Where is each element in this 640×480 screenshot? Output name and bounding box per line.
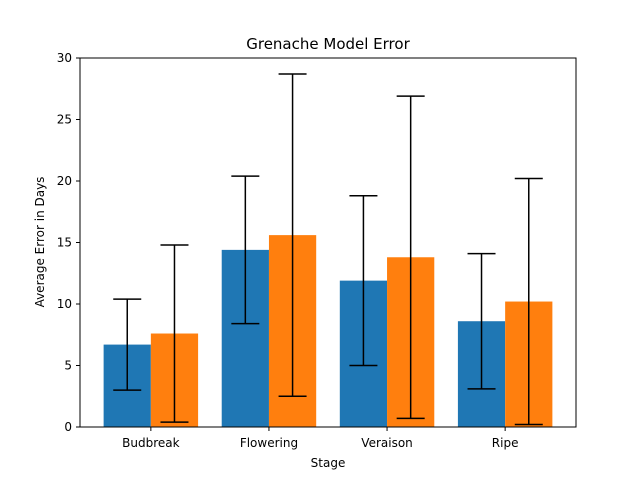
error-bar-series-1-budbreak [113,298,142,391]
y-tick-label: 15 [57,236,72,250]
x-tick-label-ripe: Ripe [492,436,519,450]
y-tick-label: 25 [57,113,72,127]
y-tick-label: 5 [64,359,72,373]
y-axis-label: Average Error in Days [33,177,47,308]
y-tick-label: 30 [57,51,72,65]
x-axis: Budbreak Flowering Veraison Ripe [122,427,518,450]
error-bar-series-1-ripe [467,252,496,390]
y-tick-label: 0 [64,420,72,434]
x-tick-label-budbreak: Budbreak [122,436,179,450]
x-tick-label-veraison: Veraison [361,436,412,450]
y-tick-label: 10 [57,297,72,311]
error-bars-group [113,73,543,426]
error-bar-series-2-veraison [396,95,425,420]
y-tick-label: 20 [57,174,72,188]
error-bar-series-2-flowering [278,73,307,397]
error-bar-series-2-ripe [514,177,543,426]
x-tick-label-flowering: Flowering [240,436,298,450]
error-bar-series-2-budbreak [160,244,189,423]
chart-title: Grenache Model Error [246,35,410,53]
error-bar-series-1-veraison [349,195,378,367]
bars-group [103,235,553,427]
error-bar-series-1-flowering [231,175,260,325]
y-axis: 0 5 10 15 20 25 30 [57,51,80,434]
x-axis-label: Stage [311,456,346,470]
